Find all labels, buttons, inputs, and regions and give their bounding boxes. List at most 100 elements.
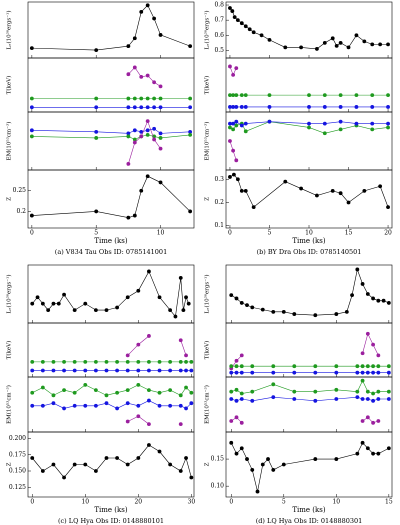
y-tick-label: 0.10 xyxy=(211,483,225,490)
data-point xyxy=(355,451,360,456)
data-point xyxy=(370,42,375,47)
data-point xyxy=(40,403,45,408)
plot-frame xyxy=(27,111,195,171)
data-point xyxy=(360,370,365,375)
data-point xyxy=(94,209,99,214)
data-point xyxy=(228,175,232,179)
data-point xyxy=(152,80,157,85)
data-point xyxy=(267,105,272,109)
data-point xyxy=(188,209,193,214)
series-line xyxy=(31,134,191,140)
data-point xyxy=(184,385,188,390)
data-point xyxy=(62,388,66,392)
data-point xyxy=(247,27,252,32)
data-point xyxy=(292,370,297,375)
x-tick-label: 0 xyxy=(229,499,233,506)
data-point xyxy=(235,177,240,182)
data-point xyxy=(232,15,237,20)
data-point xyxy=(188,44,193,49)
y-tick-label: 0.2 xyxy=(214,199,224,206)
data-point xyxy=(168,359,173,364)
y-axis-label: T(keV) xyxy=(6,341,13,360)
data-point xyxy=(234,296,239,301)
data-point xyxy=(178,275,183,280)
data-point xyxy=(168,308,173,313)
y-axis-label: Lₓ(10³⁰ergs⁻¹) xyxy=(6,274,13,313)
data-point xyxy=(62,406,66,411)
data-point xyxy=(147,269,151,274)
data-point xyxy=(234,105,239,109)
data-point xyxy=(307,125,311,130)
data-point xyxy=(231,72,236,77)
series-line xyxy=(32,384,192,396)
data-point xyxy=(228,121,232,126)
data-point xyxy=(381,298,386,303)
plot-frame xyxy=(27,57,195,113)
data-point xyxy=(271,382,276,387)
data-point xyxy=(334,370,339,375)
data-point xyxy=(334,397,339,401)
data-point xyxy=(376,419,381,423)
data-point xyxy=(125,295,130,300)
y-axis-label: EM(10⁵³cm⁻³) xyxy=(204,122,211,161)
data-point xyxy=(239,446,244,451)
data-point xyxy=(30,359,35,364)
data-point xyxy=(139,188,144,193)
data-point xyxy=(371,342,375,347)
data-point xyxy=(307,105,311,109)
y-axis-label: EM(10⁵³cm⁻³) xyxy=(6,122,13,161)
data-point xyxy=(271,395,276,400)
data-point xyxy=(189,359,194,364)
data-point xyxy=(30,368,35,373)
data-point xyxy=(313,364,318,369)
data-point xyxy=(386,121,390,126)
data-point xyxy=(239,364,244,369)
data-point xyxy=(234,398,239,403)
data-point xyxy=(322,121,327,126)
plot-frame xyxy=(225,111,393,171)
data-point xyxy=(386,364,391,369)
data-point xyxy=(386,93,390,98)
data-point xyxy=(231,93,236,98)
data-point xyxy=(145,96,150,101)
data-point xyxy=(104,401,109,406)
data-point xyxy=(239,420,244,425)
x-axis-label: Time (ks) xyxy=(292,506,325,514)
data-point xyxy=(334,457,339,461)
data-point xyxy=(228,93,232,98)
data-point xyxy=(178,393,183,398)
series-line xyxy=(32,400,192,409)
series-line xyxy=(231,379,389,394)
data-point xyxy=(371,451,375,456)
data-point xyxy=(370,93,375,98)
data-point xyxy=(126,72,131,77)
data-point xyxy=(234,364,239,369)
data-point xyxy=(239,353,244,358)
data-point xyxy=(315,47,319,51)
data-point xyxy=(147,334,151,338)
data-point xyxy=(234,358,239,363)
x-tick-label: 15 xyxy=(385,499,393,506)
data-point xyxy=(51,359,56,364)
series-line xyxy=(31,175,191,218)
data-point xyxy=(355,364,360,369)
data-point xyxy=(330,188,335,193)
data-point xyxy=(132,128,137,133)
series-line xyxy=(128,66,161,87)
data-point xyxy=(386,301,391,305)
data-point xyxy=(231,127,236,132)
data-point xyxy=(376,389,381,394)
data-point xyxy=(115,406,119,411)
y-axis-label: Lₓ(10³⁰ergs⁻¹) xyxy=(6,10,13,49)
data-point xyxy=(126,131,131,136)
data-point xyxy=(354,93,359,98)
data-point xyxy=(157,403,162,408)
data-point xyxy=(322,105,327,109)
data-point xyxy=(83,301,88,306)
data-point xyxy=(344,309,349,314)
data-point xyxy=(126,44,131,49)
data-point xyxy=(93,469,98,473)
data-point xyxy=(360,440,365,445)
data-point xyxy=(104,359,109,364)
data-point xyxy=(93,388,98,392)
